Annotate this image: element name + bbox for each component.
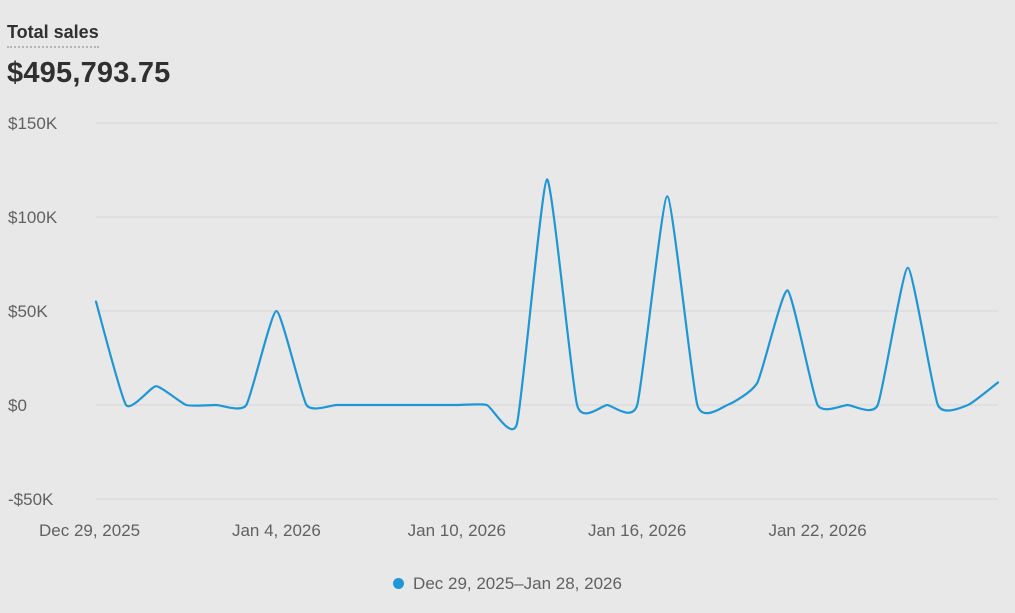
- data-point[interactable]: [210, 399, 222, 411]
- x-tick-label: Jan 22, 2026: [768, 521, 866, 540]
- data-point[interactable]: [511, 418, 523, 430]
- data-point[interactable]: [481, 399, 493, 411]
- data-point[interactable]: [932, 399, 944, 411]
- data-point[interactable]: [90, 296, 102, 308]
- data-point[interactable]: [872, 399, 884, 411]
- data-point[interactable]: [391, 399, 403, 411]
- series-layer: [90, 173, 1004, 431]
- x-axis-ticks: Dec 29, 2025 Jan 4, 2026 Jan 10, 2026 Jan 1…: [39, 521, 867, 540]
- data-point[interactable]: [721, 399, 733, 411]
- data-point[interactable]: [120, 399, 132, 411]
- data-point[interactable]: [661, 190, 673, 202]
- series-line[interactable]: [94, 178, 1000, 431]
- x-tick-label: Jan 10, 2026: [408, 521, 506, 540]
- legend[interactable]: Dec 29, 2025–Jan 28, 2026: [0, 572, 1015, 596]
- data-point[interactable]: [601, 399, 613, 411]
- y-tick-label: $0: [8, 396, 27, 415]
- legend-marker-icon: [393, 578, 405, 589]
- metric-title[interactable]: Total sales: [7, 22, 99, 48]
- x-tick-label: Dec 29, 2025: [39, 521, 140, 540]
- data-point[interactable]: [541, 173, 553, 185]
- data-point[interactable]: [270, 305, 282, 317]
- data-point[interactable]: [300, 399, 312, 411]
- data-point[interactable]: [782, 284, 794, 296]
- x-tick-label: Jan 4, 2026: [232, 521, 321, 540]
- y-axis-ticks: $150K $100K $50K $0 -$50K: [8, 114, 58, 509]
- data-point[interactable]: [421, 399, 433, 411]
- data-point[interactable]: [691, 399, 703, 411]
- data-point[interactable]: [150, 380, 162, 392]
- data-point[interactable]: [240, 399, 252, 411]
- data-point[interactable]: [180, 399, 192, 411]
- data-point[interactable]: [902, 262, 914, 274]
- y-tick-label: -$50K: [8, 490, 54, 509]
- data-point[interactable]: [361, 399, 373, 411]
- sales-line-chart: $150K $100K $50K $0 -$50K Dec 29, 2025 Jan 4,…: [8, 114, 1004, 540]
- data-point[interactable]: [331, 399, 343, 411]
- data-point[interactable]: [812, 399, 824, 411]
- data-point[interactable]: [451, 399, 463, 411]
- x-tick-label: Jan 16, 2026: [588, 521, 686, 540]
- data-point[interactable]: [571, 399, 583, 411]
- data-point[interactable]: [962, 399, 974, 411]
- data-point[interactable]: [842, 399, 854, 411]
- y-tick-label: $100K: [8, 208, 58, 227]
- metric-value: $495,793.75: [7, 57, 171, 89]
- legend-label: Dec 29, 2025–Jan 28, 2026: [413, 574, 622, 593]
- data-point[interactable]: [992, 376, 1004, 388]
- y-tick-label: $50K: [8, 302, 48, 321]
- data-point[interactable]: [751, 376, 763, 388]
- data-point[interactable]: [631, 399, 643, 411]
- y-tick-label: $150K: [8, 114, 58, 133]
